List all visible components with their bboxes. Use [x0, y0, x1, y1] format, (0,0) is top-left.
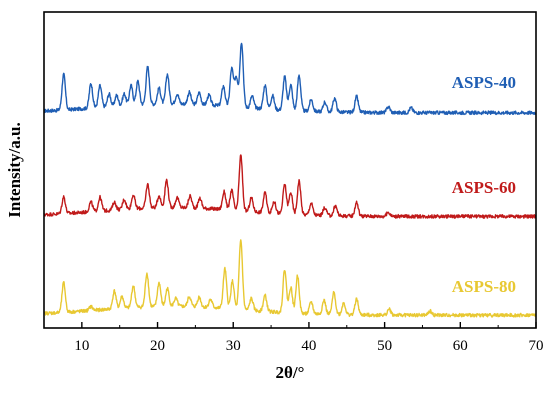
- x-tick-label: 50: [377, 338, 392, 354]
- x-tick-label: 60: [453, 338, 468, 354]
- series-label-asps-60: ASPS-60: [452, 178, 516, 197]
- x-tick-label: 40: [301, 338, 316, 354]
- x-tick-label: 30: [226, 338, 241, 354]
- labels-layer: ASPS-40 ASPS-60 ASPS-80: [452, 73, 516, 296]
- ticks-layer: 10 20 30 40 50 60 70: [74, 322, 544, 354]
- series-label-asps-80: ASPS-80: [452, 277, 516, 296]
- series-line-asps-40: [43, 42, 537, 116]
- x-tick-label: 20: [150, 338, 165, 354]
- x-tick-label: 70: [529, 338, 544, 354]
- series-line-asps-60: [43, 154, 537, 219]
- y-axis-label: Intensity/a.u.: [5, 122, 24, 217]
- series-layer: [43, 42, 537, 318]
- series-label-asps-40: ASPS-40: [452, 73, 516, 92]
- plot-frame: [43, 11, 537, 329]
- x-axis-label: 2θ/°: [276, 363, 305, 382]
- series-line-asps-80: [43, 239, 537, 318]
- x-tick-label: 10: [74, 338, 89, 354]
